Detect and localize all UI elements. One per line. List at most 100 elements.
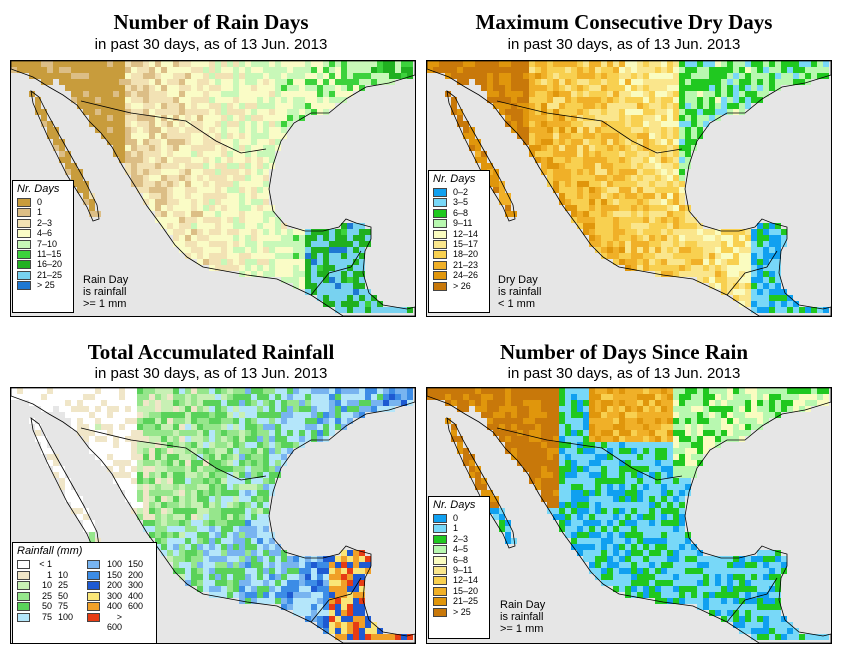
raster-cell	[547, 454, 553, 460]
raster-cell	[227, 187, 233, 193]
raster-cell	[215, 508, 221, 514]
raster-cell	[595, 406, 601, 412]
raster-cell	[601, 109, 607, 115]
raster-cell	[781, 301, 787, 307]
raster-cell	[335, 73, 341, 79]
raster-cell	[281, 259, 287, 265]
raster-cell	[577, 217, 583, 223]
raster-cell	[595, 199, 601, 205]
raster-cell	[559, 400, 565, 406]
raster-cell	[197, 223, 203, 229]
raster-cell	[493, 103, 499, 109]
raster-cell	[511, 61, 517, 67]
raster-cell	[137, 478, 143, 484]
raster-cell	[787, 295, 793, 301]
raster-cell	[203, 97, 209, 103]
raster-cell	[311, 73, 317, 79]
raster-cell	[661, 217, 667, 223]
raster-cell	[185, 163, 191, 169]
raster-cell	[649, 490, 655, 496]
raster-cell	[565, 181, 571, 187]
raster-cell	[745, 277, 751, 283]
raster-cell	[757, 400, 763, 406]
raster-cell	[167, 91, 173, 97]
raster-cell	[589, 115, 595, 121]
raster-cell	[131, 127, 137, 133]
raster-cell	[161, 193, 167, 199]
raster-cell	[691, 400, 697, 406]
raster-cell	[619, 67, 625, 73]
raster-cell	[71, 73, 77, 79]
raster-cell	[625, 97, 631, 103]
raster-cell	[505, 205, 511, 211]
raster-cell	[427, 61, 433, 67]
raster-cell	[311, 247, 317, 253]
raster-cell	[583, 67, 589, 73]
raster-cell	[185, 520, 191, 526]
raster-cell	[481, 61, 487, 67]
raster-cell	[179, 442, 185, 448]
raster-cell	[511, 91, 517, 97]
raster-cell	[113, 400, 119, 406]
raster-cell	[137, 79, 143, 85]
raster-cell	[565, 412, 571, 418]
raster-cell	[661, 229, 667, 235]
raster-cell	[311, 400, 317, 406]
raster-cell	[595, 67, 601, 73]
raster-cell	[589, 127, 595, 133]
raster-cell	[341, 259, 347, 265]
raster-cell	[631, 436, 637, 442]
raster-cell	[155, 187, 161, 193]
raster-cell	[89, 532, 95, 538]
raster-cell	[167, 193, 173, 199]
raster-cell	[335, 301, 341, 307]
raster-cell	[679, 61, 685, 67]
raster-cell	[239, 472, 245, 478]
raster-cell	[547, 67, 553, 73]
raster-cell	[631, 454, 637, 460]
raster-cell	[589, 121, 595, 127]
raster-cell	[119, 97, 125, 103]
raster-cell	[113, 91, 119, 97]
raster-cell	[185, 211, 191, 217]
raster-cell	[233, 472, 239, 478]
raster-cell	[697, 223, 703, 229]
raster-cell	[601, 61, 607, 67]
raster-cell	[655, 91, 661, 97]
raster-cell	[365, 295, 371, 301]
raster-cell	[257, 490, 263, 496]
raster-cell	[559, 424, 565, 430]
raster-cell	[305, 67, 311, 73]
raster-cell	[607, 430, 613, 436]
raster-cell	[335, 616, 341, 622]
raster-cell	[595, 157, 601, 163]
raster-cell	[395, 388, 401, 394]
raster-cell	[607, 163, 613, 169]
raster-cell	[595, 151, 601, 157]
raster-cell	[679, 460, 685, 466]
raster-cell	[269, 436, 275, 442]
raster-cell	[565, 442, 571, 448]
raster-cell	[89, 400, 95, 406]
raster-cell	[529, 430, 535, 436]
raster-cell	[113, 430, 119, 436]
rainfall-map	[10, 387, 416, 644]
raster-cell	[353, 394, 359, 400]
raster-cell	[227, 418, 233, 424]
raster-cell	[239, 217, 245, 223]
raster-cell	[263, 115, 269, 121]
raster-cell	[601, 454, 607, 460]
raster-cell	[763, 418, 769, 424]
raster-cell	[233, 454, 239, 460]
raster-cell	[263, 151, 269, 157]
raster-cell	[131, 91, 137, 97]
raster-cell	[275, 79, 281, 85]
raster-cell	[71, 181, 77, 187]
raster-cell	[359, 235, 365, 241]
raster-cell	[137, 424, 143, 430]
raster-cell	[227, 484, 233, 490]
raster-cell	[757, 418, 763, 424]
raster-cell	[263, 85, 269, 91]
raster-cell	[269, 448, 275, 454]
raster-cell	[137, 460, 143, 466]
